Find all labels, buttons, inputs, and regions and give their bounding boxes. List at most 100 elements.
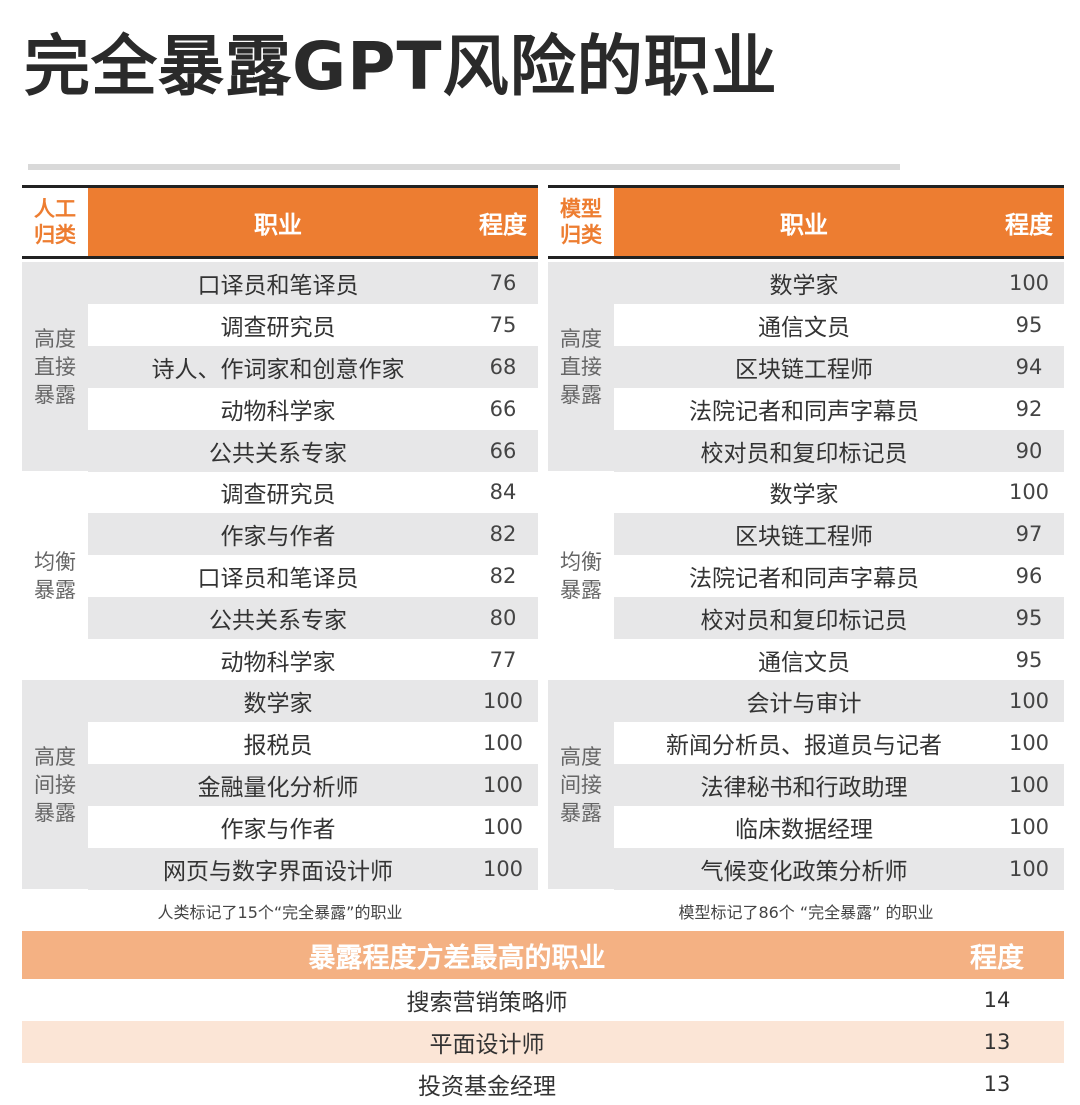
- human-caption: 人类标记了15个“完全暴露”的职业: [157, 903, 403, 922]
- job-cell: 报税员: [243, 733, 313, 759]
- job-cell: 新闻分析员、报道员与记者: [666, 733, 942, 759]
- job-cell: 作家与作者: [220, 817, 336, 843]
- table-row: 作家与作者 82: [88, 513, 538, 555]
- group-high-direct: 高度 直接 暴露 数学家 100 通信文员 95 区块链工程师 94 法院记者和同声字…: [548, 262, 1064, 472]
- header-job: 暴露程度方差最高的职业: [308, 942, 606, 974]
- table-row: 法律秘书和行政助理 100: [614, 764, 1064, 806]
- score-cell: 100: [1008, 689, 1050, 713]
- header-category: 人工 归类: [22, 188, 88, 256]
- score-cell: 97: [1015, 522, 1043, 546]
- header-score: 程度: [1005, 210, 1053, 239]
- score-cell: 100: [482, 815, 524, 839]
- score-cell: 75: [489, 313, 517, 337]
- score-cell: 100: [1008, 480, 1050, 504]
- job-cell: 平面设计师: [429, 1032, 545, 1058]
- score-cell: 66: [489, 397, 517, 421]
- table-row: 公共关系专家 66: [88, 430, 538, 472]
- table-row: 新闻分析员、报道员与记者 100: [614, 722, 1064, 764]
- table-row: 网页与数字界面设计师 100: [88, 848, 538, 890]
- score-cell: 100: [1008, 731, 1050, 755]
- job-cell: 法院记者和同声字幕员: [689, 566, 919, 592]
- table-row: 数学家 100: [614, 471, 1064, 513]
- job-cell: 公共关系专家: [209, 608, 347, 634]
- group-high-indirect: 高度 间接 暴露 会计与审计 100 新闻分析员、报道员与记者 100 法律秘书和行…: [548, 680, 1064, 890]
- score-cell: 80: [489, 606, 517, 630]
- table-row: 口译员和笔译员 76: [88, 262, 538, 304]
- header-score: 程度: [479, 210, 527, 239]
- job-cell: 调查研究员: [220, 482, 336, 508]
- job-cell: 区块链工程师: [735, 357, 873, 383]
- score-cell: 100: [1008, 857, 1050, 881]
- table-row: 校对员和复印标记员 95: [614, 597, 1064, 639]
- job-cell: 公共关系专家: [209, 441, 347, 467]
- table-row: 动物科学家 77: [88, 639, 538, 681]
- job-cell: 校对员和复印标记员: [700, 608, 908, 634]
- score-cell: 13: [983, 1030, 1011, 1054]
- group-label: 高度 直接 暴露: [548, 262, 614, 471]
- table-row: 气候变化政策分析师 100: [614, 848, 1064, 890]
- job-cell: 会计与审计: [746, 691, 862, 717]
- job-cell: 金融量化分析师: [197, 775, 359, 801]
- table-row: 搜索营销策略师 14: [22, 979, 1064, 1021]
- job-cell: 法院记者和同声字幕员: [689, 399, 919, 425]
- score-cell: 100: [482, 689, 524, 713]
- table-row: 投资基金经理 13: [22, 1063, 1064, 1105]
- score-cell: 100: [482, 731, 524, 755]
- human-classification-table: 人工 归类 职业 程度 高度 直接 暴露 口译员和笔译员 76 调查研究员 75 诗…: [22, 185, 538, 890]
- score-cell: 68: [489, 355, 517, 379]
- job-cell: 诗人、作词家和创意作家: [151, 357, 405, 383]
- group-high-indirect: 高度 间接 暴露 数学家 100 报税员 100 金融量化分析师 100 作家与作者 1…: [22, 680, 538, 890]
- table-row: 校对员和复印标记员 90: [614, 430, 1064, 472]
- score-cell: 76: [489, 271, 517, 295]
- score-cell: 94: [1015, 355, 1043, 379]
- score-cell: 96: [1015, 564, 1043, 588]
- model-caption: 模型标记了86个 “完全暴露” 的职业: [678, 903, 934, 922]
- group-balanced: 均衡 暴露 调查研究员 84 作家与作者 82 口译员和笔译员 82 公共关系专家 80…: [22, 471, 538, 680]
- job-cell: 作家与作者: [220, 524, 336, 550]
- score-cell: 100: [482, 773, 524, 797]
- score-cell: 95: [1015, 313, 1043, 337]
- table-row: 区块链工程师 97: [614, 513, 1064, 555]
- score-cell: 82: [489, 522, 517, 546]
- group-label: 高度 直接 暴露: [22, 262, 88, 471]
- score-cell: 90: [1015, 439, 1043, 463]
- header-score: 程度: [970, 942, 1024, 974]
- job-cell: 搜索营销策略师: [406, 990, 568, 1016]
- score-cell: 95: [1015, 648, 1043, 672]
- score-cell: 100: [1008, 271, 1050, 295]
- table-row: 动物科学家 66: [88, 388, 538, 430]
- group-label: 均衡 暴露: [22, 471, 88, 680]
- table-row: 会计与审计 100: [614, 680, 1064, 722]
- table-row: 通信文员 95: [614, 639, 1064, 681]
- job-cell: 气候变化政策分析师: [700, 859, 908, 885]
- group-label: 高度 间接 暴露: [22, 680, 88, 889]
- job-cell: 临床数据经理: [735, 817, 873, 843]
- job-cell: 区块链工程师: [735, 524, 873, 550]
- table-row: 公共关系专家 80: [88, 597, 538, 639]
- table-row: 数学家 100: [88, 680, 538, 722]
- job-cell: 数学家: [243, 691, 313, 717]
- job-cell: 口译员和笔译员: [197, 273, 359, 299]
- job-cell: 网页与数字界面设计师: [163, 859, 393, 885]
- score-cell: 100: [482, 857, 524, 881]
- job-cell: 通信文员: [758, 650, 850, 676]
- header-job: 职业: [780, 210, 828, 239]
- score-cell: 100: [1008, 773, 1050, 797]
- table-row: 数学家 100: [614, 262, 1064, 304]
- title-divider: [28, 164, 900, 170]
- header-job: 职业: [254, 210, 302, 239]
- table-row: 金融量化分析师 100: [88, 764, 538, 806]
- page-title: 完全暴露GPT风险的职业: [24, 28, 778, 105]
- group-balanced: 均衡 暴露 数学家 100 区块链工程师 97 法院记者和同声字幕员 96 校对员和复…: [548, 471, 1064, 680]
- score-cell: 66: [489, 439, 517, 463]
- job-cell: 调查研究员: [220, 315, 336, 341]
- group-high-direct: 高度 直接 暴露 口译员和笔译员 76 调查研究员 75 诗人、作词家和创意作家 68…: [22, 262, 538, 472]
- score-cell: 84: [489, 480, 517, 504]
- table-row: 诗人、作词家和创意作家 68: [88, 346, 538, 388]
- score-cell: 77: [489, 648, 517, 672]
- job-cell: 口译员和笔译员: [197, 566, 359, 592]
- table-row: 平面设计师 13: [22, 1021, 1064, 1063]
- score-cell: 95: [1015, 606, 1043, 630]
- score-cell: 14: [983, 988, 1011, 1012]
- score-cell: 100: [1008, 815, 1050, 839]
